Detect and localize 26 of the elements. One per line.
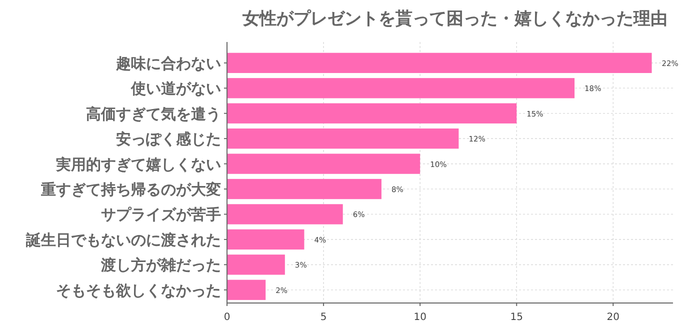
y-tick-label: 趣味に合わない (115, 54, 221, 72)
bar (227, 229, 304, 250)
bar (227, 52, 652, 74)
x-tick-label: 0 (224, 312, 230, 323)
x-tick-label: 20 (606, 312, 620, 323)
y-tick-label: 渡し方が雑だった (100, 256, 221, 274)
y-tick-label: 誕生日でもないのに渡された (25, 230, 221, 249)
bar (227, 254, 285, 275)
y-tick-label: 重すぎて持ち帰るのが大変 (40, 180, 221, 199)
x-tick-label: 10 (414, 312, 426, 323)
y-tick-label: 安っぽく感じた (116, 130, 221, 148)
chart-title: 女性がプレゼントを貰って困った・嬉しくなかった理由 (242, 9, 668, 29)
bar (227, 103, 517, 124)
y-tick-label: そもそも欲しくなかった (56, 281, 221, 300)
bar (227, 178, 382, 200)
bar (227, 154, 420, 174)
y-tick-label: 実用的すぎて嬉しくない (55, 155, 221, 174)
bar (227, 204, 343, 224)
bar (227, 128, 459, 149)
bar (227, 78, 575, 98)
y-tick-label: サプライズが苦手 (101, 206, 221, 224)
y-tick-label: 使い道がない (130, 80, 221, 98)
x-tick-label: 5 (320, 312, 327, 323)
y-tick-label: 高価すぎて気を遣う (86, 104, 221, 123)
bar (227, 280, 266, 300)
x-tick-label: 15 (510, 312, 523, 323)
